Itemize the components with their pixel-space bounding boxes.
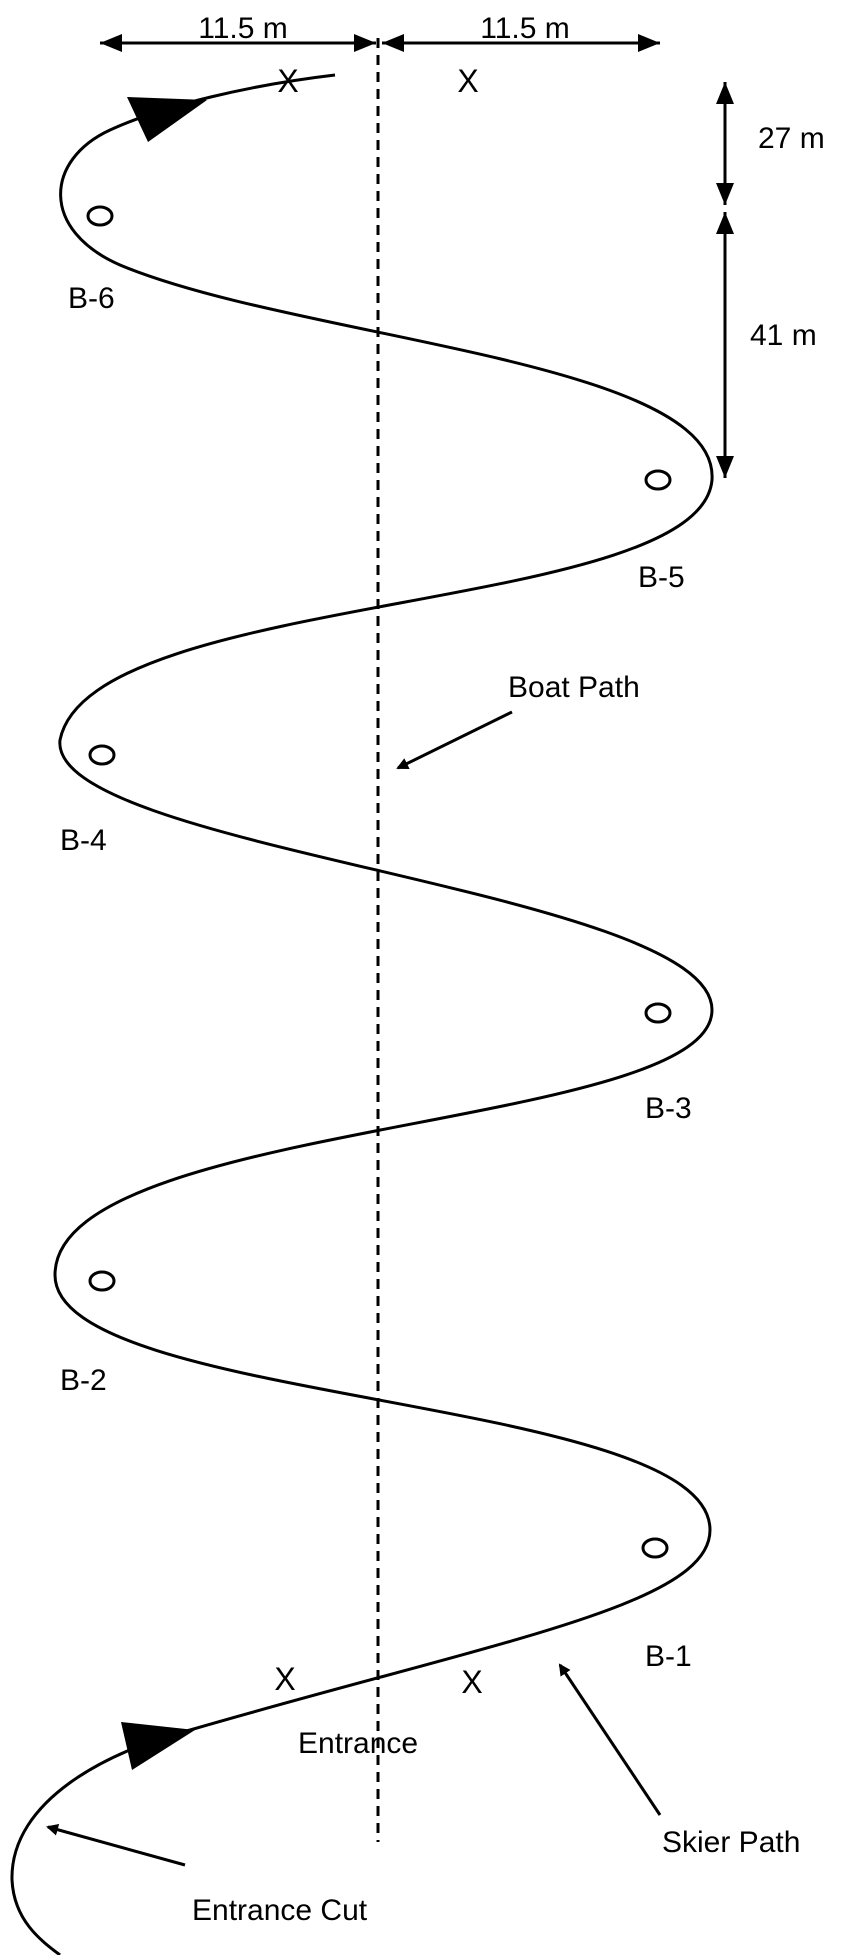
buoy-spacing-arrowhead-bottom bbox=[716, 456, 734, 478]
buoy-label-b2: B-2 bbox=[60, 1364, 107, 1397]
buoy-label-b6: B-6 bbox=[68, 282, 115, 315]
left-width-label: 11.5 m bbox=[198, 12, 288, 45]
right-width-arrowhead-left bbox=[382, 34, 404, 52]
buoy-spacing-label: 41 m bbox=[750, 319, 817, 352]
buoy-label-b5: B-5 bbox=[638, 561, 685, 594]
skier-path-label: Skier Path bbox=[662, 1826, 800, 1859]
buoy-b1 bbox=[641, 1537, 669, 1559]
buoy-b6 bbox=[86, 205, 114, 227]
entrance-cut-label: Entrance Cut bbox=[192, 1894, 368, 1927]
skier-path-pointer bbox=[558, 1663, 662, 1816]
buoy-b5 bbox=[644, 469, 672, 491]
buoy-b4 bbox=[88, 744, 116, 766]
right-width-label: 11.5 m bbox=[480, 12, 570, 45]
left-width-arrowhead-left bbox=[100, 34, 122, 52]
direction-arrow-bottom bbox=[121, 1722, 195, 1770]
skier-path-curve bbox=[53, 73, 714, 1732]
gate-marker-bottom-right: X bbox=[461, 1664, 482, 1700]
left-width-arrowhead-right bbox=[354, 34, 376, 52]
boat-path-pointer bbox=[396, 710, 513, 770]
buoy-b2 bbox=[88, 1270, 116, 1292]
gate-marker-top-left: X bbox=[277, 63, 298, 99]
gate-marker-bottom-left: X bbox=[274, 1661, 295, 1697]
direction-arrow-top bbox=[127, 97, 207, 142]
buoy-label-b1: B-1 bbox=[645, 1640, 692, 1673]
buoy-spacing-arrowhead-top bbox=[716, 212, 734, 234]
buoy-label-b4: B-4 bbox=[60, 824, 107, 857]
gate-spacing-arrowhead-top bbox=[716, 82, 734, 104]
gate-spacing-label: 27 m bbox=[758, 122, 825, 155]
boat-path-label: Boat Path bbox=[508, 671, 640, 704]
entrance-cut-pointer bbox=[46, 1823, 186, 1867]
buoy-b3 bbox=[644, 1002, 672, 1024]
buoy-label-b3: B-3 bbox=[645, 1092, 692, 1125]
entrance-label: Entrance bbox=[298, 1727, 418, 1760]
gate-spacing-arrowhead-bottom bbox=[716, 183, 734, 205]
right-width-arrowhead-right bbox=[638, 34, 660, 52]
gate-marker-top-right: X bbox=[457, 63, 478, 99]
